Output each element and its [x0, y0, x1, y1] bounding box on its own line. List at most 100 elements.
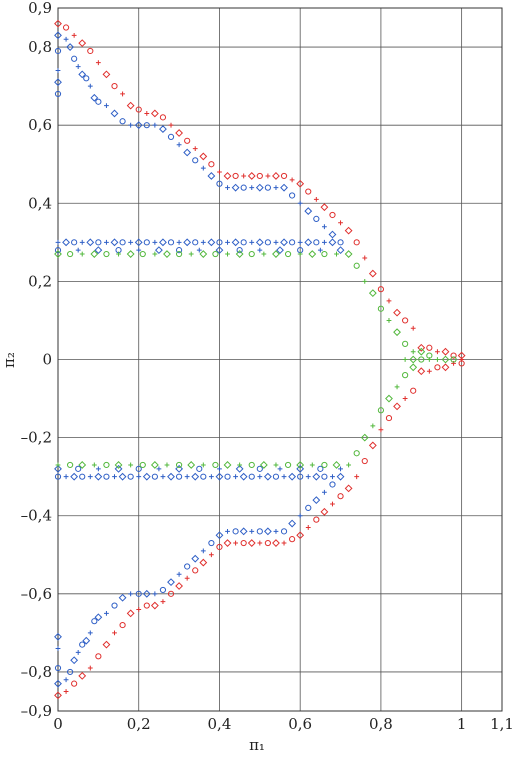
data-point: [321, 473, 328, 480]
data-point: [90, 250, 99, 258]
y-tick-label: –0,8: [21, 663, 52, 681]
data-point: [55, 239, 61, 245]
data-point: [370, 423, 376, 429]
data-point: [385, 414, 393, 422]
data-point: [54, 679, 62, 688]
data-point: [167, 578, 175, 587]
data-point: [338, 220, 343, 226]
data-point: [232, 528, 239, 535]
data-point: [103, 473, 110, 480]
data-point: [322, 489, 327, 495]
x-tick-label: 1: [457, 715, 467, 733]
data-point: [152, 122, 158, 128]
data-point: [386, 298, 392, 304]
data-point: [143, 239, 150, 246]
data-point: [62, 238, 70, 247]
data-point: [313, 239, 320, 246]
y-tick-label: 0,8: [28, 38, 52, 56]
data-point: [196, 247, 202, 253]
data-point: [200, 473, 207, 480]
data-point: [192, 567, 199, 574]
data-point: [225, 528, 230, 534]
data-point: [240, 184, 247, 191]
data-point: [402, 317, 409, 324]
data-point: [235, 464, 244, 473]
y-tick-label: 0,9: [28, 0, 52, 17]
data-point: [336, 246, 345, 255]
data-point: [94, 472, 103, 481]
data-point: [91, 462, 97, 468]
axes: [57, 7, 503, 712]
data-point: [304, 238, 313, 247]
data-point: [143, 122, 150, 129]
data-point: [261, 251, 267, 257]
data-point: [247, 539, 256, 547]
data-point: [329, 211, 336, 219]
data-point: [175, 247, 183, 254]
data-point: [249, 239, 255, 245]
data-point: [164, 462, 170, 468]
data-point: [346, 462, 352, 468]
data-point: [441, 363, 450, 372]
data-point: [402, 372, 409, 379]
data-point: [378, 427, 384, 433]
data-point: [183, 238, 192, 247]
data-point: [354, 474, 360, 480]
data-point: [67, 250, 74, 258]
data-point: [176, 142, 182, 148]
data-point: [441, 355, 450, 364]
data-point: [297, 251, 303, 257]
data-point: [402, 357, 408, 362]
data-point: [126, 101, 135, 110]
data-point: [233, 540, 238, 546]
data-point: [192, 146, 198, 151]
data-point: [215, 246, 224, 255]
data-point: [87, 665, 93, 671]
data-point: [110, 238, 119, 247]
x-tick-label: 0,8: [369, 715, 393, 733]
data-point: [273, 528, 279, 534]
data-point: [63, 677, 69, 683]
data-point: [67, 461, 74, 469]
data-point: [54, 247, 62, 254]
data-point: [434, 364, 441, 371]
data-point: [54, 632, 62, 641]
data-point: [156, 466, 162, 472]
data-point: [94, 246, 103, 255]
data-point: [289, 177, 295, 183]
data-point: [239, 527, 248, 536]
data-point: [142, 472, 151, 481]
data-point: [308, 250, 317, 258]
data-point: [360, 433, 369, 442]
data-point: [322, 224, 327, 230]
data-point: [159, 586, 167, 594]
data-point: [402, 396, 408, 401]
data-point: [86, 238, 95, 247]
data-point: [54, 90, 62, 98]
data-point: [212, 250, 219, 258]
data-point: [328, 230, 337, 239]
data-point: [313, 516, 320, 523]
data-point: [418, 356, 425, 363]
data-point: [163, 250, 171, 258]
data-point: [281, 540, 287, 546]
data-point: [241, 173, 247, 179]
data-point: [264, 184, 271, 191]
data-point: [87, 474, 93, 480]
data-point: [435, 357, 440, 362]
data-point: [111, 602, 118, 609]
data-point: [144, 111, 150, 116]
data-point: [150, 461, 159, 469]
data-point: [217, 169, 222, 175]
data-point: [160, 599, 166, 605]
data-point: [240, 239, 247, 246]
data-point: [135, 465, 142, 472]
data-point: [284, 250, 292, 258]
data-point: [143, 602, 150, 609]
data-point: [336, 472, 345, 481]
data-point: [82, 636, 91, 645]
data-point: [441, 347, 450, 356]
data-point: [297, 200, 303, 206]
data-point: [247, 172, 256, 180]
data-point: [150, 601, 159, 610]
